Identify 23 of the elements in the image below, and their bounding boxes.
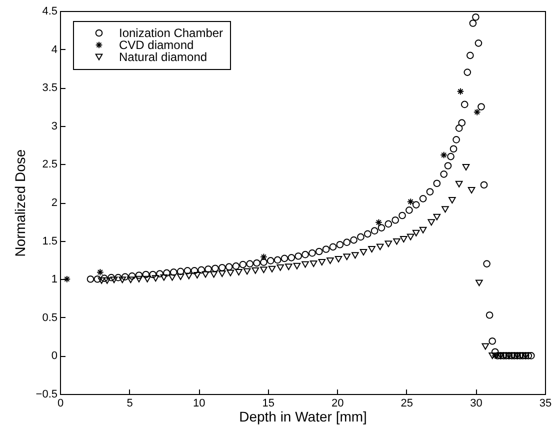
legend-label: CVD diamond — [119, 38, 194, 52]
y-tick-label: 2.5 — [42, 158, 58, 171]
x-tick-label: 30 — [470, 398, 482, 410]
y-tick-label: 2 — [51, 197, 58, 209]
legend-label: Natural diamond — [119, 50, 208, 64]
y-tick-label: 1.5 — [42, 235, 58, 248]
x-tick-label: 15 — [262, 398, 274, 410]
y-tick-label: 4.5 — [42, 6, 58, 18]
y-axis-title: Normalized Dose — [12, 149, 28, 257]
x-tick-label: 35 — [539, 398, 552, 410]
x-tick-label: 10 — [192, 398, 206, 410]
y-tick-label: 1 — [51, 274, 58, 286]
x-tick-label: 5 — [126, 398, 133, 410]
y-tick-label: −0.5 — [36, 388, 58, 400]
y-tick-label: 4 — [51, 44, 58, 56]
y-tick-label: 0.5 — [42, 312, 58, 324]
y-tick-label: 3 — [51, 120, 58, 132]
x-tick-label: 20 — [332, 398, 344, 410]
x-axis-title: Depth in Water [mm] — [239, 408, 367, 424]
y-tick-label: 0 — [51, 350, 58, 362]
y-tick-label: 3.5 — [42, 82, 58, 94]
legend-label: Ionization Chamber — [119, 26, 224, 40]
x-tick-label: 25 — [400, 398, 414, 410]
